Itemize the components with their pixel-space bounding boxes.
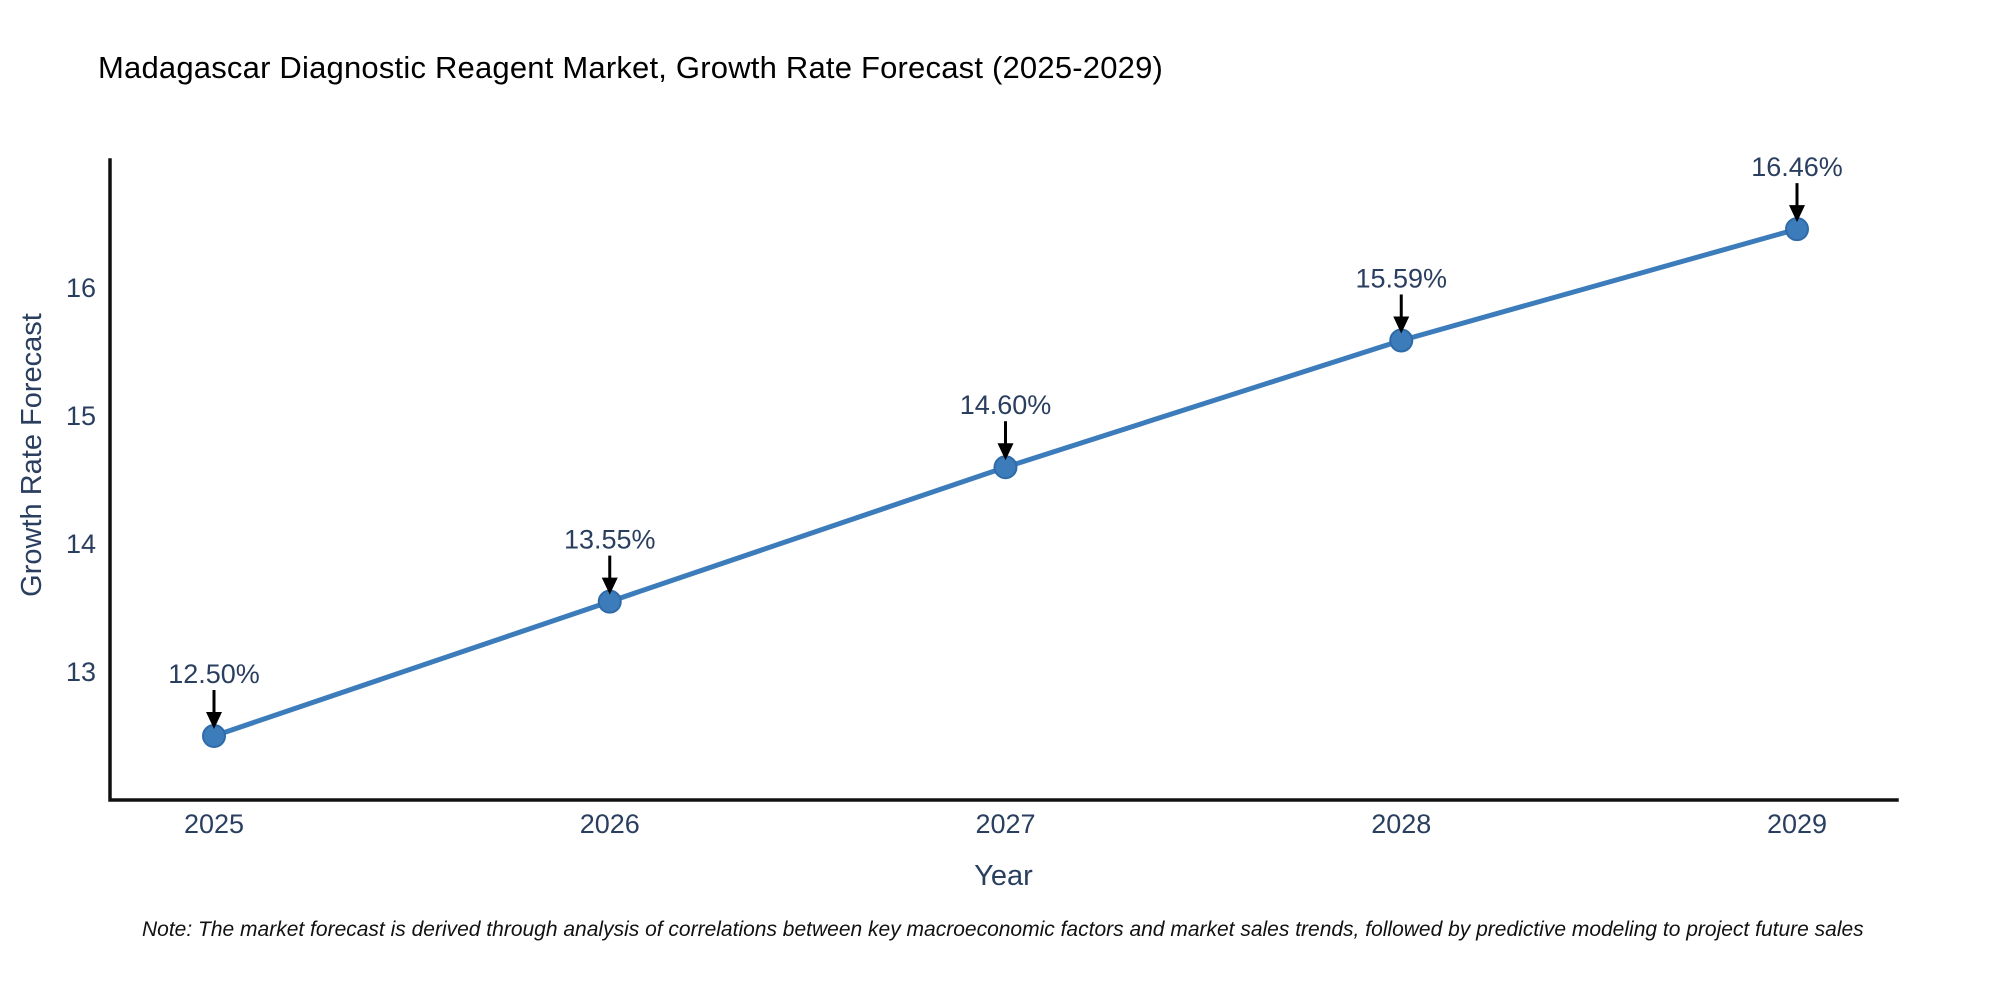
chart-title: Madagascar Diagnostic Reagent Market, Gr… bbox=[98, 50, 1164, 85]
annotation-arrow-head bbox=[1393, 316, 1410, 334]
y-tick-label: 14 bbox=[66, 529, 96, 559]
annotation-arrow-head bbox=[997, 443, 1014, 461]
annotation-arrow-head bbox=[206, 712, 222, 729]
x-tick-label: 2026 bbox=[580, 809, 640, 839]
x-tick-label: 2025 bbox=[184, 809, 244, 839]
annotation-label: 13.55% bbox=[564, 525, 656, 555]
x-tick-label: 2029 bbox=[1767, 809, 1827, 839]
annotation-label: 15.59% bbox=[1355, 263, 1447, 293]
footnote: Note: The market forecast is derived thr… bbox=[142, 918, 1864, 941]
y-axis-title: Growth Rate Forecast bbox=[16, 313, 48, 597]
y-tick-label: 13 bbox=[66, 657, 96, 687]
annotation-arrow-head bbox=[1789, 205, 1805, 223]
annotation-label: 16.46% bbox=[1751, 152, 1843, 182]
x-tick-label: 2028 bbox=[1371, 809, 1431, 839]
x-tick-label: 2027 bbox=[975, 809, 1035, 839]
annotation-label: 12.50% bbox=[168, 659, 260, 689]
x-axis-title: Year bbox=[974, 860, 1033, 892]
trend-line bbox=[211, 226, 1800, 739]
axis-lines bbox=[108, 158, 1899, 802]
annotation-label: 14.60% bbox=[960, 390, 1052, 420]
annotation-arrow-head bbox=[601, 577, 618, 595]
y-tick-label: 16 bbox=[66, 273, 96, 303]
y-tick-label: 15 bbox=[66, 401, 96, 431]
